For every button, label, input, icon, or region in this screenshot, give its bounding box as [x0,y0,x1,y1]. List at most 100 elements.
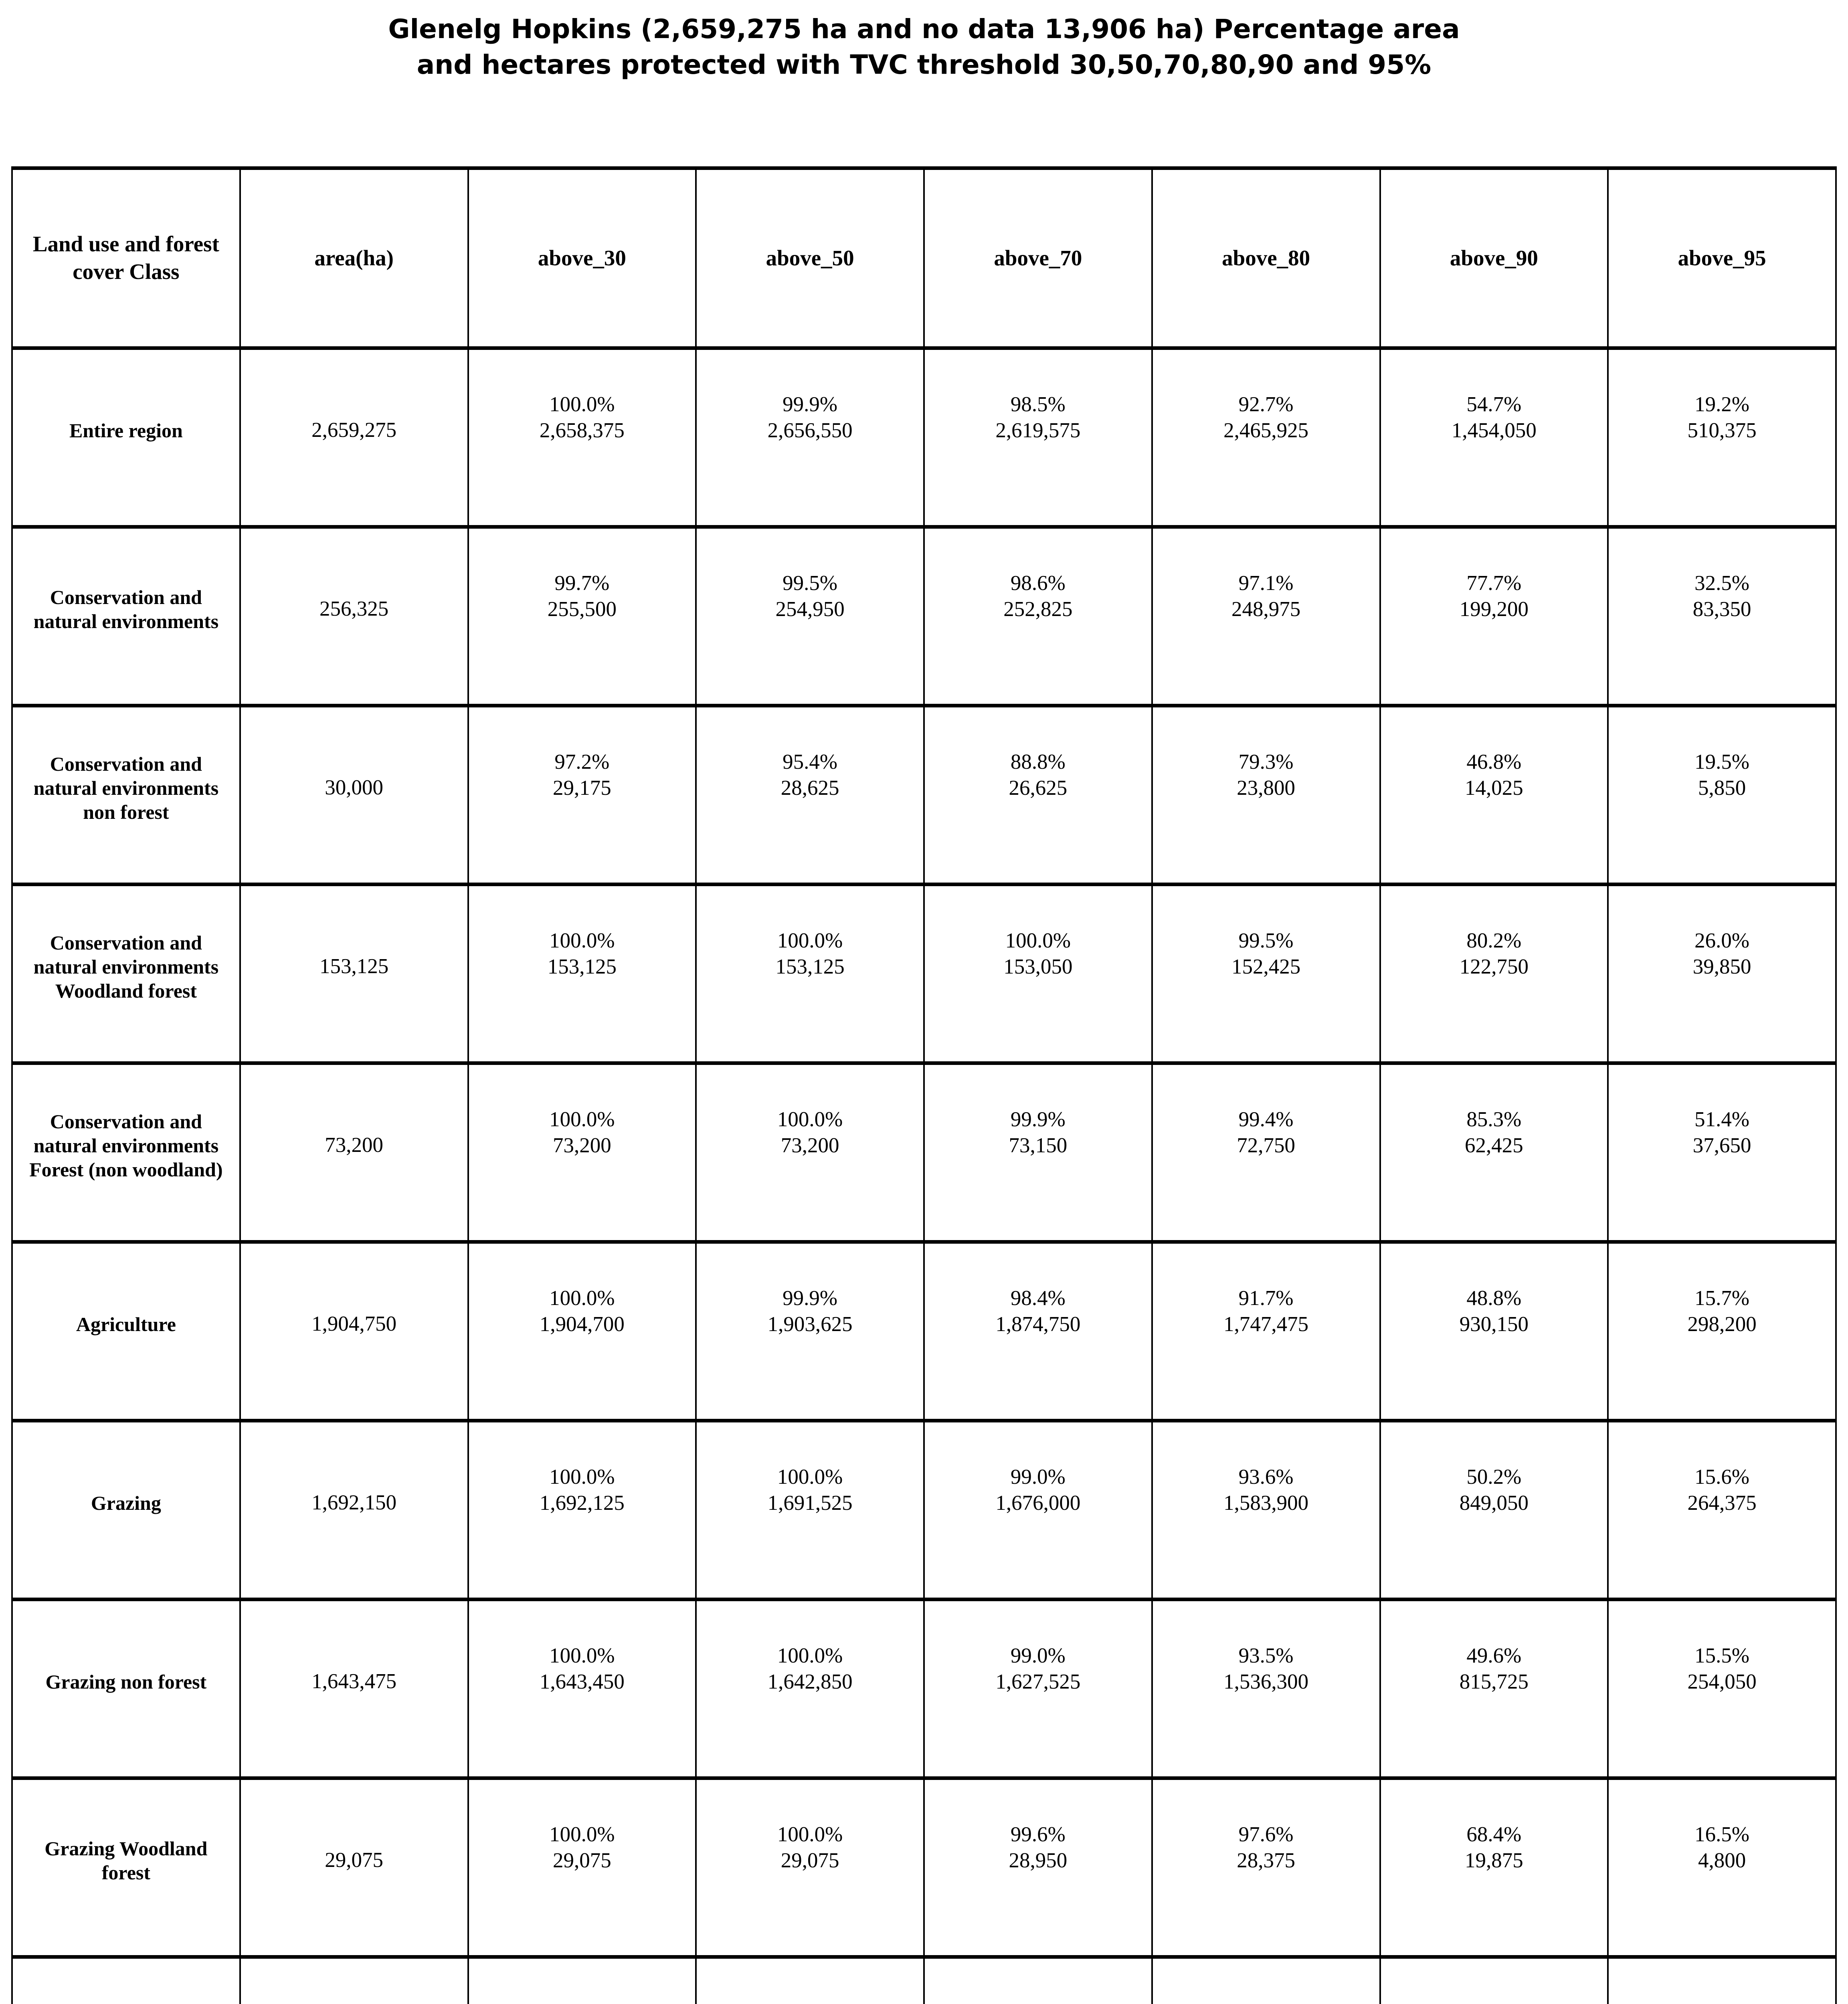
pct-value: 100.0% [549,929,615,952]
pct-ha-cell: 46.8% 14,025 [1379,704,1609,886]
ha-value: 73,150 [1009,1133,1068,1157]
pct-ha-cell: 93.6% 1,583,900 [1151,1419,1381,1601]
pct-value: 93.5% [1238,1644,1294,1667]
column-header-6: above_90 [1379,166,1609,350]
pct-ha-cell: 99.0% 1,627,525 [923,1598,1153,1780]
pct-value: 98.6% [1010,571,1066,595]
ha-value: 122,750 [1459,955,1529,978]
pct-ha-cell: 99.9% 73,150 [923,1061,1153,1244]
page-title: Glenelg Hopkins (2,659,275 ha and no dat… [0,11,1848,83]
pct-value: 95.4% [782,750,838,774]
pct-value: 19.5% [1694,750,1750,774]
ha-value: 1,903,625 [767,1312,853,1336]
pct-value: 100.0% [549,1107,615,1131]
column-header-2: above_30 [467,166,697,350]
ha-value: 254,950 [775,597,845,621]
pct-value: 88.8% [1010,750,1066,774]
pct-value: 99.5% [1238,929,1294,952]
ha-value: 72,750 [1237,1133,1295,1157]
ha-value: 849,050 [1459,1491,1529,1515]
row-label-cell: Grazing [11,1419,241,1601]
pct-ha-cell: 50.2% 849,050 [1379,1419,1609,1601]
ha-value: 2,658,375 [539,418,625,442]
table-row: Cropping210,950100.0%210,92599.8%210,450… [11,1955,1837,2004]
ha-value: 510,375 [1687,418,1757,442]
ha-value: 1,747,475 [1223,1312,1309,1336]
pct-value: 15.6% [1694,1465,1750,1489]
area-ha-cell: 73,200 [239,1061,469,1244]
pct-value: 77.7% [1466,571,1522,595]
column-header-7: above_95 [1607,166,1837,350]
pct-ha-cell: 100.0% 2,658,375 [467,346,697,529]
pct-value: 98.5% [1010,392,1066,416]
ha-value: 28,375 [1237,1848,1295,1872]
pct-ha-cell: 100.0% 153,125 [695,883,925,1065]
pct-ha-cell: 49.6% 815,725 [1379,1598,1609,1780]
pct-ha-cell: 80.2% 122,750 [1379,883,1609,1065]
pct-ha-cell: 15.7% 298,200 [1607,1240,1837,1422]
pct-value: 100.0% [549,1644,615,1667]
pct-ha-cell: 38.3%80,750 [1379,1955,1609,2004]
table-row: Conservation and natural environments no… [11,704,1837,886]
ha-value: 28,950 [1009,1848,1068,1872]
pct-value: 76.9% [1162,2000,1371,2004]
page-title-line-2: and hectares protected with TVC threshol… [417,49,1431,81]
pct-value: 15.7% [1694,1286,1750,1310]
pct-ha-cell: 99.8%210,450 [695,1955,925,2004]
pct-value: 100.0% [549,1465,615,1489]
ha-value: 23,800 [1237,776,1295,800]
row-label-cell: Conservation and natural environments [11,525,241,707]
area-ha-cell: 210,950 [239,1955,469,2004]
pct-ha-cell: 100.0% 73,200 [695,1061,925,1244]
ha-value: 254,050 [1687,1670,1757,1693]
pct-ha-cell: 98.6% 252,825 [923,525,1153,707]
area-ha-cell: 153,125 [239,883,469,1065]
ha-value: 298,200 [1687,1312,1757,1336]
pct-value: 92.7% [1238,392,1294,416]
pct-ha-cell: 99.5% 152,425 [1151,883,1381,1065]
ha-value: 264,375 [1687,1491,1757,1515]
ha-value: 1,627,525 [995,1670,1081,1693]
pct-value: 93.4% [934,2000,1142,2004]
pct-value: 100.0% [777,929,843,952]
ha-value: 37,650 [1692,1133,1751,1157]
pct-ha-cell: 100.0% 1,643,450 [467,1598,697,1780]
pct-value: 99.5% [782,571,838,595]
pct-ha-cell: 15.5% 254,050 [1607,1598,1837,1780]
pct-value: 99.7% [554,571,610,595]
ha-value: 1,583,900 [1223,1491,1309,1515]
pct-value: 99.9% [782,1286,838,1310]
pct-ha-cell: 16.5% 4,800 [1607,1776,1837,1959]
ha-value: 930,150 [1459,1312,1529,1336]
ha-value: 152,425 [1231,955,1301,978]
pct-value: 16.0% [1618,2000,1826,2004]
row-label-cell: Conservation and natural environments Wo… [11,883,241,1065]
pct-ha-cell: 99.9% 2,656,550 [695,346,925,529]
row-label-cell: Conservation and natural environments Fo… [11,1061,241,1244]
pct-ha-cell: 97.2% 29,175 [467,704,697,886]
area-ha-cell: 1,692,150 [239,1419,469,1601]
pct-value: 80.2% [1466,929,1522,952]
row-label-cell: Cropping [11,1955,241,2004]
pct-value: 16.5% [1694,1822,1750,1846]
pct-value: 93.6% [1238,1465,1294,1489]
pct-ha-cell: 100.0% 153,050 [923,883,1153,1065]
ha-value: 73,200 [553,1133,611,1157]
pct-value: 48.8% [1466,1286,1522,1310]
ha-value: 83,350 [1692,597,1751,621]
pct-value: 100.0% [777,1107,843,1131]
page-title-line-1: Glenelg Hopkins (2,659,275 ha and no dat… [388,14,1460,44]
pct-value: 38.3% [1390,2000,1599,2004]
table-body: Entire region 2,659,275 100.0% 2,658,375 99.… [11,346,1837,2004]
area-ha-cell: 2,659,275 [239,346,469,529]
ha-value: 2,619,575 [995,418,1081,442]
area-ha-cell: 29,075 [239,1776,469,1959]
ha-value: 1,874,750 [995,1312,1081,1336]
pct-value: 32.5% [1694,571,1750,595]
pct-ha-cell: 100.0% 73,200 [467,1061,697,1244]
area-ha-cell: 256,325 [239,525,469,707]
pct-ha-cell: 32.5% 83,350 [1607,525,1837,707]
column-header-5: above_80 [1151,166,1381,350]
row-label-cell: Grazing Woodland forest [11,1776,241,1959]
ha-value: 199,200 [1459,597,1529,621]
